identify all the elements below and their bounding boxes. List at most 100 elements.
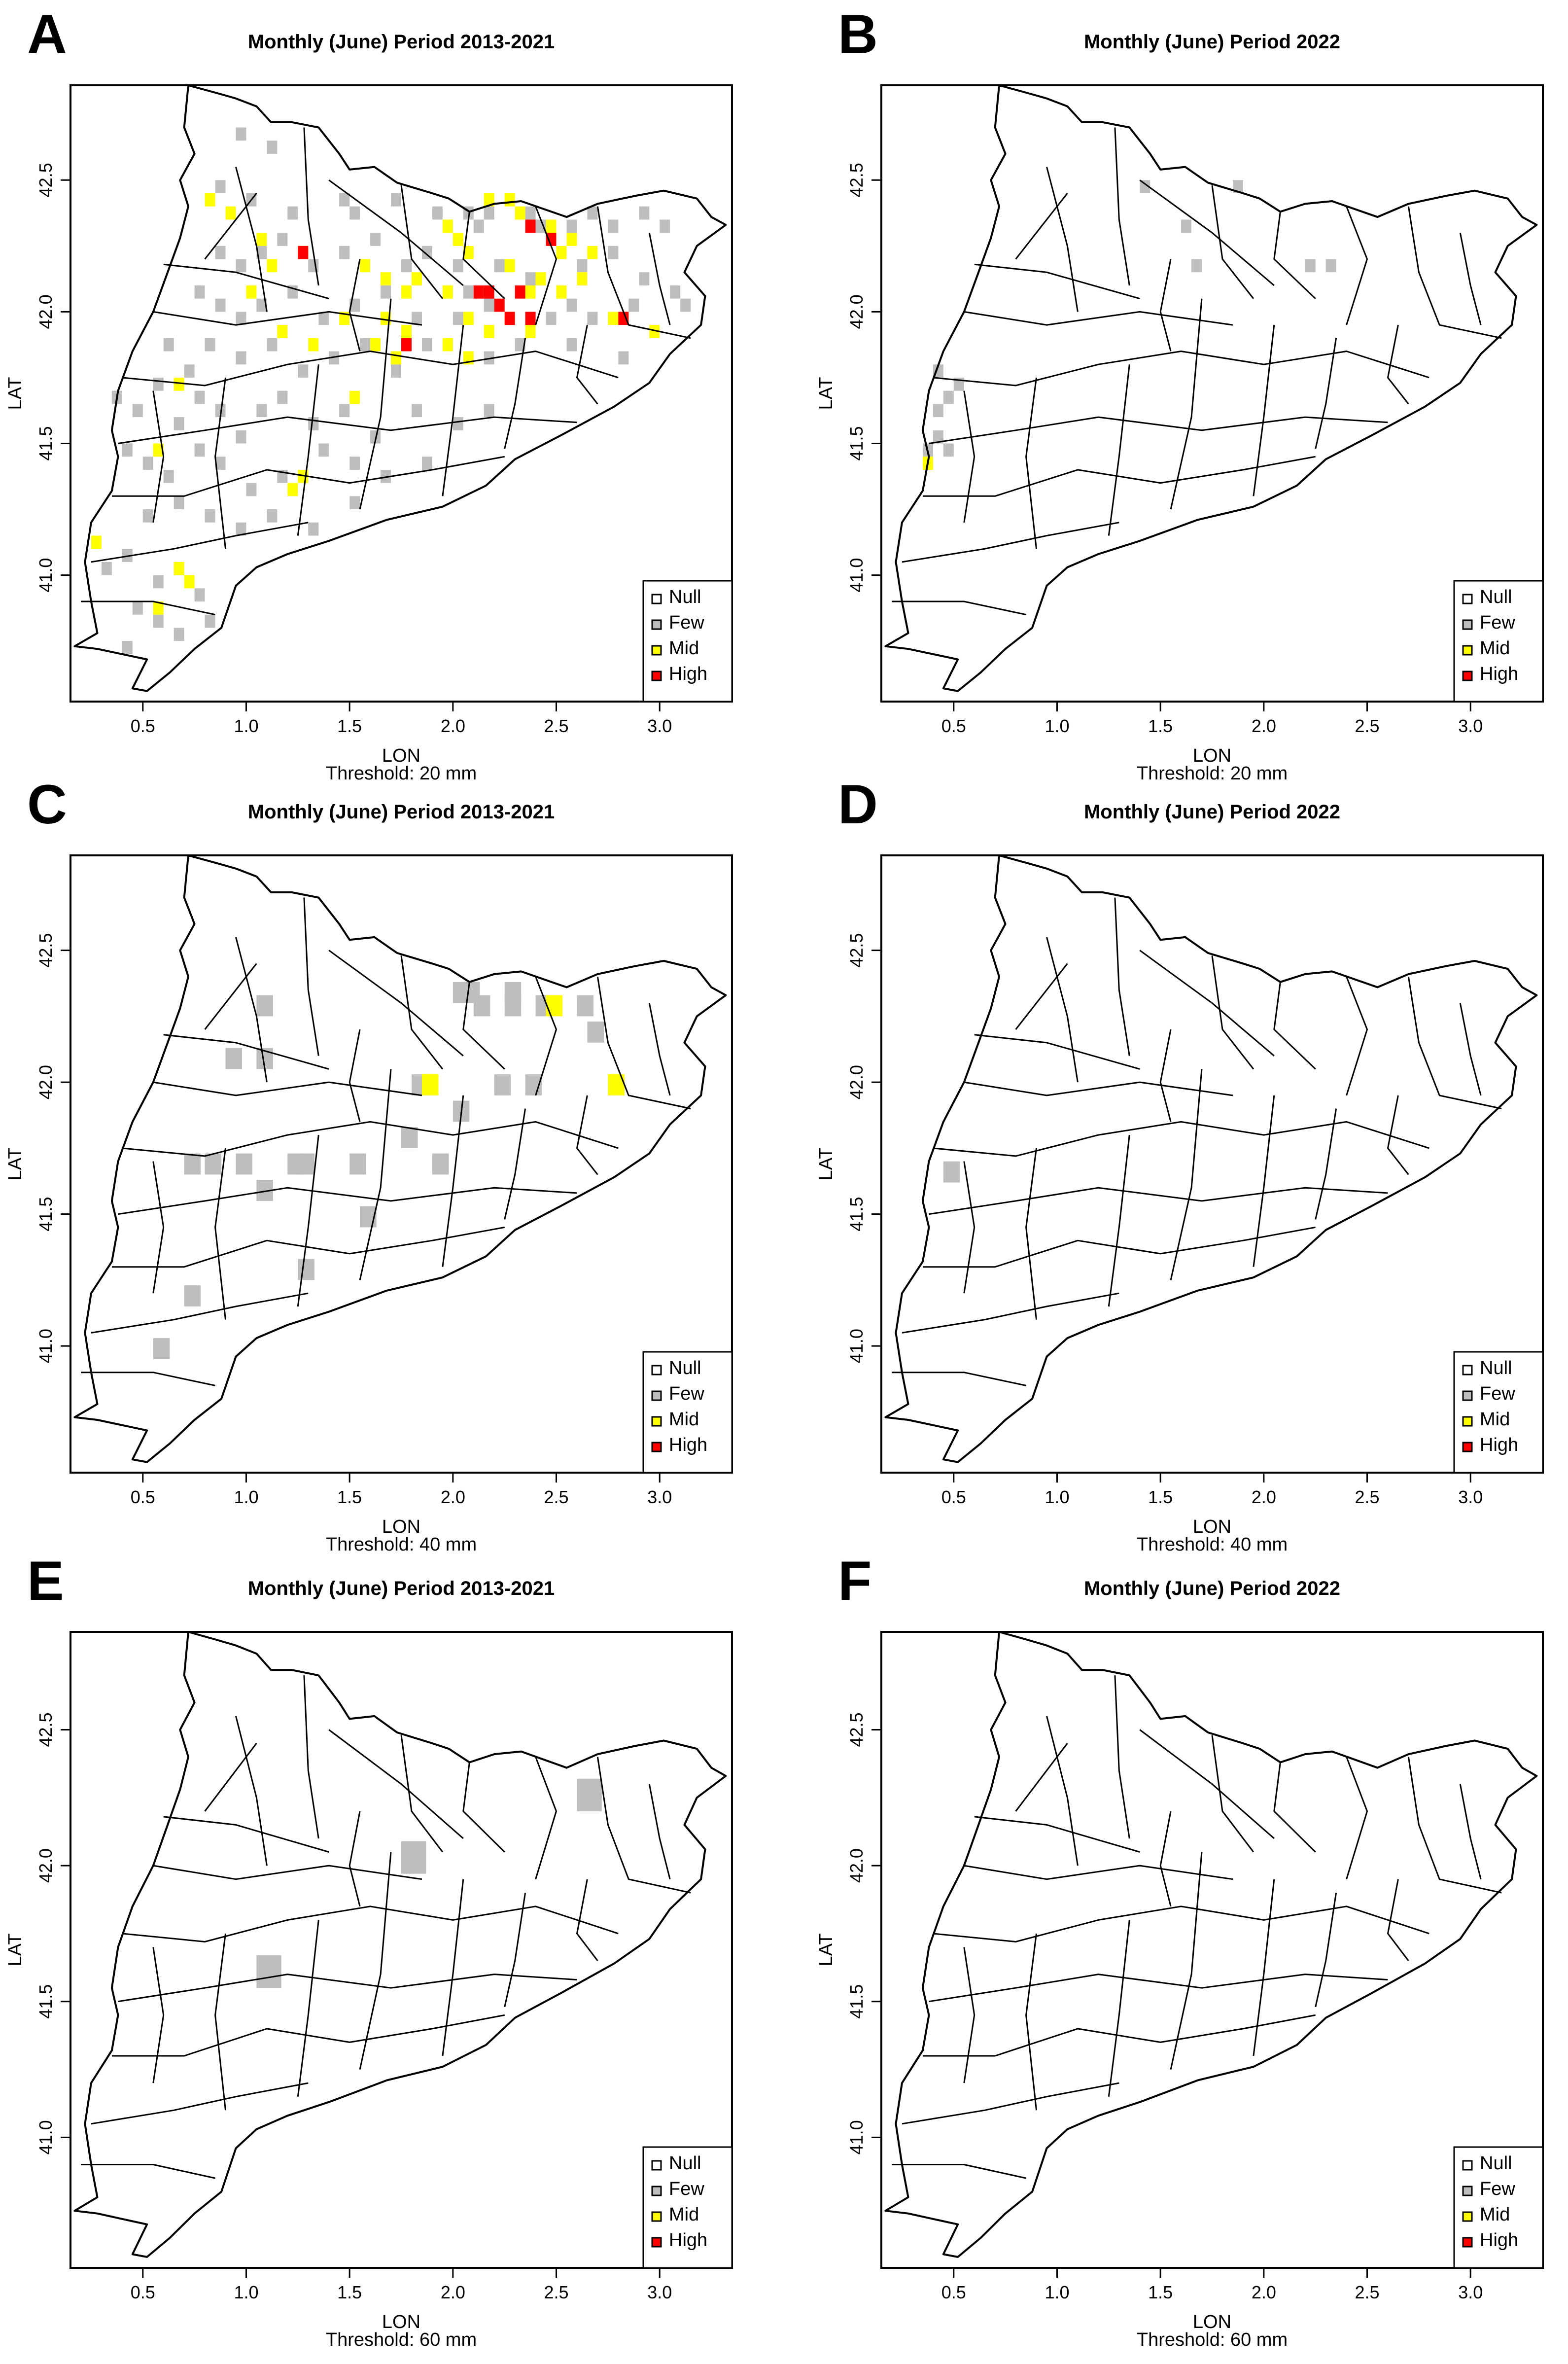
x-tick-label: 2.0 <box>1252 1487 1276 1507</box>
map-border <box>535 976 557 1096</box>
map-boundaries <box>884 85 1538 692</box>
map-border <box>504 1892 526 2008</box>
legend-label-few: Few <box>669 2179 704 2199</box>
heatmap-cell-mid <box>577 272 588 285</box>
map-border <box>328 179 464 286</box>
legend-swatch-mid <box>1462 645 1473 656</box>
heatmap-cell-mid <box>225 206 236 220</box>
legend-label-null: Null <box>669 1358 701 1378</box>
map-border <box>81 2164 215 2179</box>
heatmap-cell-high <box>525 312 536 325</box>
heatmap-cell-few <box>153 1338 170 1359</box>
heatmap-cell-few <box>608 219 619 233</box>
panel-title: Monthly (June) Period 2013-2021 <box>248 31 555 53</box>
x-axis-label: LON <box>382 1517 420 1537</box>
x-axis-label: LON <box>1193 2312 1231 2332</box>
x-tick-label: 0.5 <box>941 1487 966 1507</box>
legend-label-null: Null <box>1480 587 1512 607</box>
map-border <box>1015 1743 1068 1812</box>
map-border <box>1046 1716 1079 1866</box>
y-tick-label: 41.5 <box>846 426 867 460</box>
heatmap-cell-few <box>194 285 205 299</box>
map-border <box>235 937 268 1083</box>
panel-title: Monthly (June) Period 2022 <box>1084 31 1340 53</box>
heatmap-cell-few <box>318 312 329 325</box>
legend-label-few: Few <box>1480 612 1515 633</box>
map-border <box>1211 1735 1254 1853</box>
panel-d: D Monthly (June) Period 2022 41.0 41.5 42.0 4… <box>816 774 1544 1555</box>
heatmap-cell-mid <box>246 285 257 299</box>
map-border <box>922 456 1316 497</box>
x-tick-label: 1.5 <box>337 716 362 736</box>
map-border <box>359 1069 392 1280</box>
map-border <box>91 1292 309 1334</box>
map-border <box>153 311 422 326</box>
heatmap-cell-few <box>236 259 246 273</box>
legend-swatch-null <box>651 1365 662 1376</box>
legend-swatch-high <box>1462 670 1473 681</box>
map-border <box>596 206 691 339</box>
heatmap-cells <box>922 180 1336 470</box>
map-border <box>204 1743 257 1812</box>
x-tick-label: 2.5 <box>544 716 569 736</box>
legend-label-few: Few <box>669 612 704 633</box>
heatmap-cell-few <box>453 312 463 325</box>
legend-box <box>642 1351 733 1474</box>
heatmap-cell-few <box>298 364 309 378</box>
heatmap-cell-few <box>194 588 205 602</box>
map-border <box>596 976 691 1110</box>
legend-swatch-few <box>1462 1390 1473 1401</box>
heatmap-cell-mid <box>381 272 391 285</box>
map-border <box>204 193 257 260</box>
legend-label-mid: Mid <box>669 638 699 659</box>
x-tick-label: 2.0 <box>441 1487 465 1507</box>
legend-label-mid: Mid <box>1480 1409 1510 1430</box>
heatmap-cell-high <box>494 298 505 312</box>
panel-letter: D <box>838 774 878 835</box>
x-tick-label: 3.0 <box>1458 1487 1483 1507</box>
map-border <box>1139 179 1275 286</box>
map-border <box>122 1121 619 1157</box>
heatmap-cells <box>256 1778 602 1988</box>
panel-e: E Monthly (June) Period 2013-2021 41.0 41.5… <box>5 1550 733 2350</box>
map-border <box>1273 212 1316 299</box>
plot-frame <box>70 1631 733 2269</box>
map-border <box>81 600 215 616</box>
heatmap-cell-mid <box>649 325 660 338</box>
heatmap-cell-high <box>525 219 536 233</box>
legend-swatch-mid <box>651 1416 662 1427</box>
heatmap-cell-few <box>236 127 246 141</box>
map-border <box>1114 127 1130 286</box>
map-border <box>1253 324 1275 496</box>
panel-f: F Monthly (June) Period 2022 41.0 41.5 42.0 4… <box>816 1550 1544 2350</box>
plot-frame <box>880 84 1544 703</box>
y-tick-label: 42.0 <box>35 1065 56 1099</box>
map-border <box>163 1816 329 1853</box>
map-border <box>303 897 319 1056</box>
legend: Null Few Mid High <box>1453 2146 1544 2269</box>
heatmap-cell-mid <box>566 233 577 246</box>
map-border <box>1139 1729 1275 1839</box>
legend-swatch-mid <box>651 2211 662 2222</box>
heatmap-cell-few <box>236 522 246 536</box>
heatmap-cell-mid <box>463 312 474 325</box>
heatmap-cell-mid <box>556 285 567 299</box>
y-tick-label: 42.0 <box>35 294 56 329</box>
heatmap-cell-few <box>381 285 391 299</box>
heatmap-cell-few <box>411 312 422 325</box>
heatmap-cell-few <box>184 1153 201 1175</box>
heatmap-cell-few <box>670 285 681 299</box>
heatmap-cell-few <box>153 614 164 628</box>
legend-swatch-high <box>651 1442 662 1452</box>
heatmap-cell-few <box>142 509 153 523</box>
heatmap-cell-few <box>246 483 257 496</box>
heatmap-cell-few <box>1140 180 1150 194</box>
map-boundaries <box>73 85 727 692</box>
heatmap-cell-few <box>933 404 943 418</box>
map-border <box>1459 1003 1482 1096</box>
heatmap-cell-mid <box>546 219 557 233</box>
heatmap-cell-few <box>463 285 474 299</box>
heatmap-cell-mid <box>287 483 298 496</box>
heatmap-cell-few <box>484 298 494 312</box>
map-border <box>892 600 1026 616</box>
